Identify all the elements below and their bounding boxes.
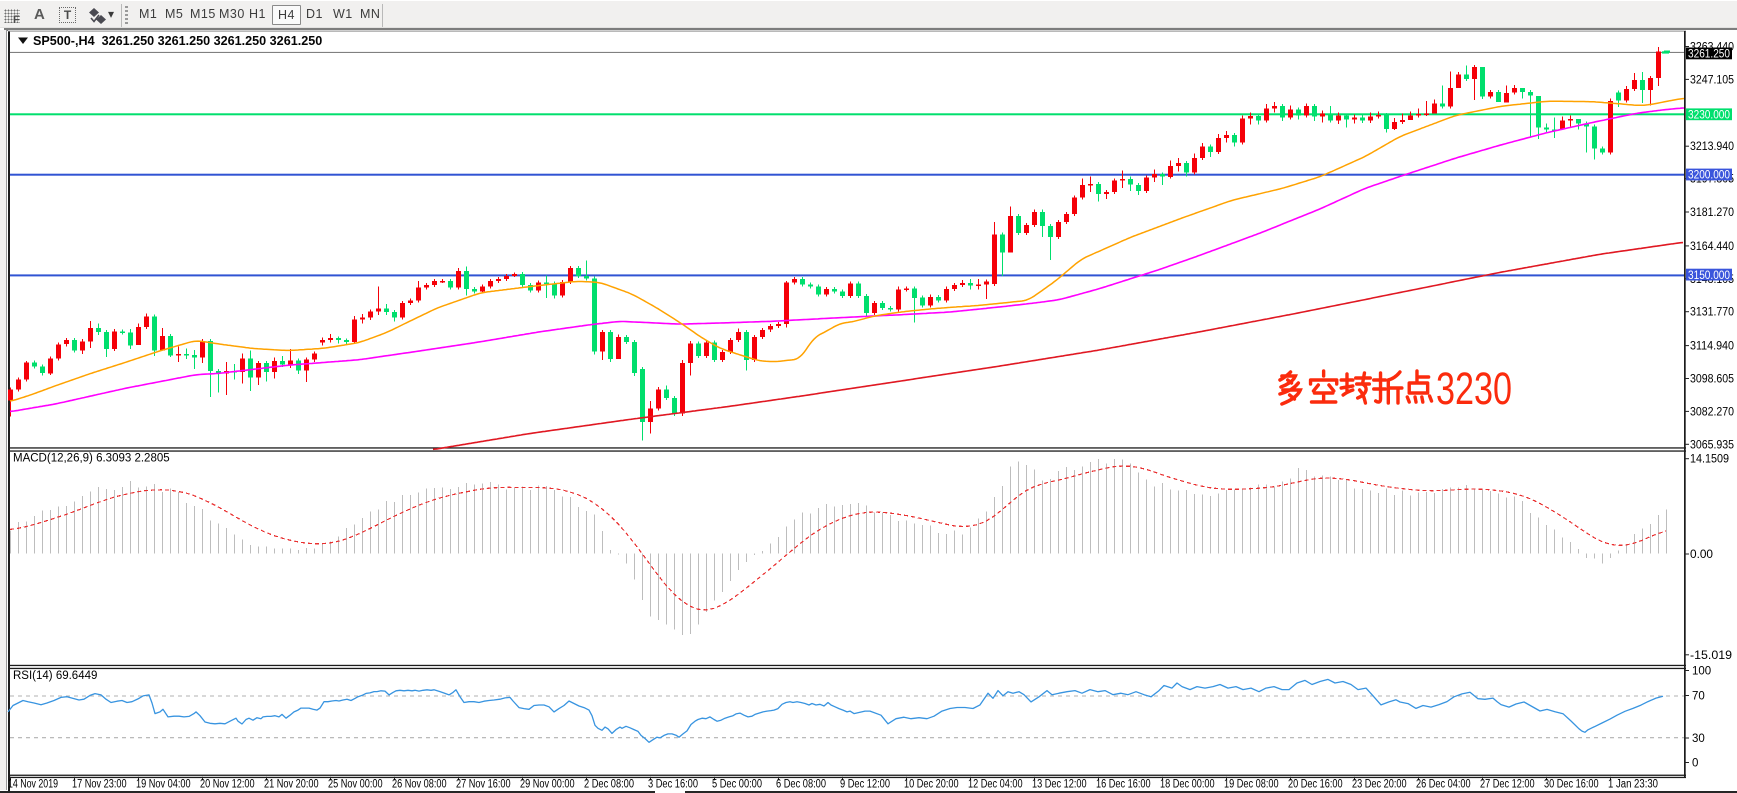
svg-text:30: 30: [1692, 733, 1705, 745]
svg-text:16 Dec 16:00: 16 Dec 16:00: [1096, 779, 1151, 791]
svg-text:3261.250: 3261.250: [1688, 49, 1730, 61]
svg-text:1 Jan 23:30: 1 Jan 23:30: [1608, 779, 1658, 791]
svg-text:14.1509: 14.1509: [1690, 454, 1729, 466]
svg-text:2 Dec 08:00: 2 Dec 08:00: [584, 779, 634, 791]
svg-text:3200.000: 3200.000: [1688, 170, 1730, 182]
svg-text:14 Nov 2019: 14 Nov 2019: [8, 779, 58, 791]
svg-text:3230.000: 3230.000: [1688, 110, 1730, 122]
svg-text:100: 100: [1692, 666, 1711, 678]
svg-text:3098.605: 3098.605: [1690, 374, 1734, 386]
svg-text:19 Dec 08:00: 19 Dec 08:00: [1224, 779, 1279, 791]
svg-text:3213.940: 3213.940: [1690, 141, 1734, 153]
svg-text:26 Nov 08:00: 26 Nov 08:00: [392, 779, 447, 791]
svg-text:27 Dec 12:00: 27 Dec 12:00: [1480, 779, 1535, 791]
svg-text:SP500-,H4 3261.250 3261.250 3: SP500-,H4 3261.250 3261.250 3261.250 326…: [33, 34, 322, 48]
svg-text:3131.770: 3131.770: [1690, 307, 1734, 319]
svg-text:6 Dec 08:00: 6 Dec 08:00: [776, 779, 826, 791]
svg-text:27 Nov 16:00: 27 Nov 16:00: [456, 779, 511, 791]
svg-text:30 Dec 16:00: 30 Dec 16:00: [1544, 779, 1599, 791]
svg-text:0: 0: [1692, 758, 1698, 770]
svg-text:9 Dec 12:00: 9 Dec 12:00: [840, 779, 890, 791]
svg-text:21 Nov 20:00: 21 Nov 20:00: [264, 779, 319, 791]
svg-text:MACD(12,26,9) 6.3093 2.2805: MACD(12,26,9) 6.3093 2.2805: [13, 453, 170, 465]
svg-text:3 Dec 16:00: 3 Dec 16:00: [648, 779, 698, 791]
svg-text:5 Dec 00:00: 5 Dec 00:00: [712, 779, 762, 791]
svg-text:20 Nov 12:00: 20 Nov 12:00: [200, 779, 255, 791]
svg-text:3150.000: 3150.000: [1688, 270, 1730, 282]
svg-text:17 Nov 23:00: 17 Nov 23:00: [72, 779, 127, 791]
svg-text:70: 70: [1692, 691, 1705, 703]
svg-text:23 Dec 20:00: 23 Dec 20:00: [1352, 779, 1407, 791]
svg-text:-15.019: -15.019: [1690, 650, 1732, 662]
svg-text:3065.935: 3065.935: [1690, 439, 1734, 451]
svg-text:12 Dec 04:00: 12 Dec 04:00: [968, 779, 1023, 791]
svg-text:25 Nov 00:00: 25 Nov 00:00: [328, 779, 383, 791]
svg-text:26 Dec 04:00: 26 Dec 04:00: [1416, 779, 1471, 791]
svg-text:3181.270: 3181.270: [1690, 207, 1734, 219]
svg-text:3114.940: 3114.940: [1690, 341, 1734, 353]
svg-text:20 Dec 16:00: 20 Dec 16:00: [1288, 779, 1343, 791]
svg-text:10 Dec 20:00: 10 Dec 20:00: [904, 779, 959, 791]
svg-text:3247.105: 3247.105: [1690, 74, 1734, 86]
svg-text:RSI(14) 69.6449: RSI(14) 69.6449: [13, 670, 97, 682]
svg-text:3082.270: 3082.270: [1690, 406, 1734, 418]
svg-text:0.00: 0.00: [1690, 549, 1713, 561]
svg-text:19 Nov 04:00: 19 Nov 04:00: [136, 779, 191, 791]
svg-text:3164.440: 3164.440: [1690, 241, 1734, 253]
svg-text:13 Dec 12:00: 13 Dec 12:00: [1032, 779, 1087, 791]
svg-text:18 Dec 00:00: 18 Dec 00:00: [1160, 779, 1215, 791]
svg-text:29 Nov 00:00: 29 Nov 00:00: [520, 779, 575, 791]
svg-text:3230: 3230: [1436, 363, 1512, 414]
